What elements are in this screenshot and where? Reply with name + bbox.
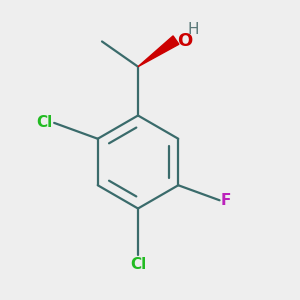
Text: H: H <box>187 22 199 37</box>
Polygon shape <box>138 36 179 67</box>
Text: O: O <box>178 32 193 50</box>
Text: F: F <box>221 193 231 208</box>
Text: Cl: Cl <box>130 257 146 272</box>
Text: Cl: Cl <box>36 116 52 130</box>
